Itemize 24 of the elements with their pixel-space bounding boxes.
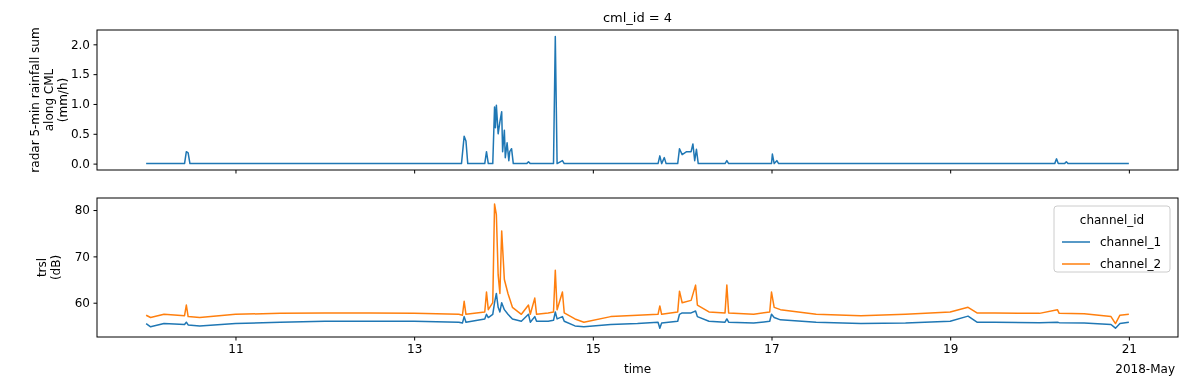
y-axis-title: radar 5-min rainfall sum along CML (mm/h): [28, 27, 70, 173]
x-tick-label: 11: [228, 341, 244, 356]
legend-label: channel_2: [1100, 257, 1162, 271]
legend-label: channel_1: [1100, 235, 1162, 249]
y-tick-label: 2.0: [70, 37, 90, 52]
y-tick-label: 80: [74, 203, 90, 218]
line-series: [145, 35, 1130, 165]
y-tick-label: 1.5: [70, 67, 90, 82]
y-tick-label: 1.0: [70, 97, 90, 112]
x-tick-label: 15: [585, 341, 601, 356]
y-axis-title: trsl (dB): [35, 254, 64, 281]
y-tick-label: 0.0: [70, 156, 90, 171]
text: 2018-May: [1115, 362, 1175, 376]
y-tick-label: 70: [74, 249, 90, 264]
x-tick-label: 19: [943, 341, 959, 356]
y-tick-label: 60: [74, 296, 90, 311]
x-axis-title: time: [623, 362, 652, 376]
legend-title: channel_id: [1079, 213, 1145, 227]
x-tick-label: 13: [407, 341, 423, 356]
line-series: [145, 292, 1130, 329]
y-tick-label: 0.5: [70, 127, 90, 142]
x-tick-label: 17: [764, 341, 780, 356]
chart-title: cml_id = 4: [602, 10, 673, 25]
x-tick-label: 21: [1121, 341, 1137, 356]
